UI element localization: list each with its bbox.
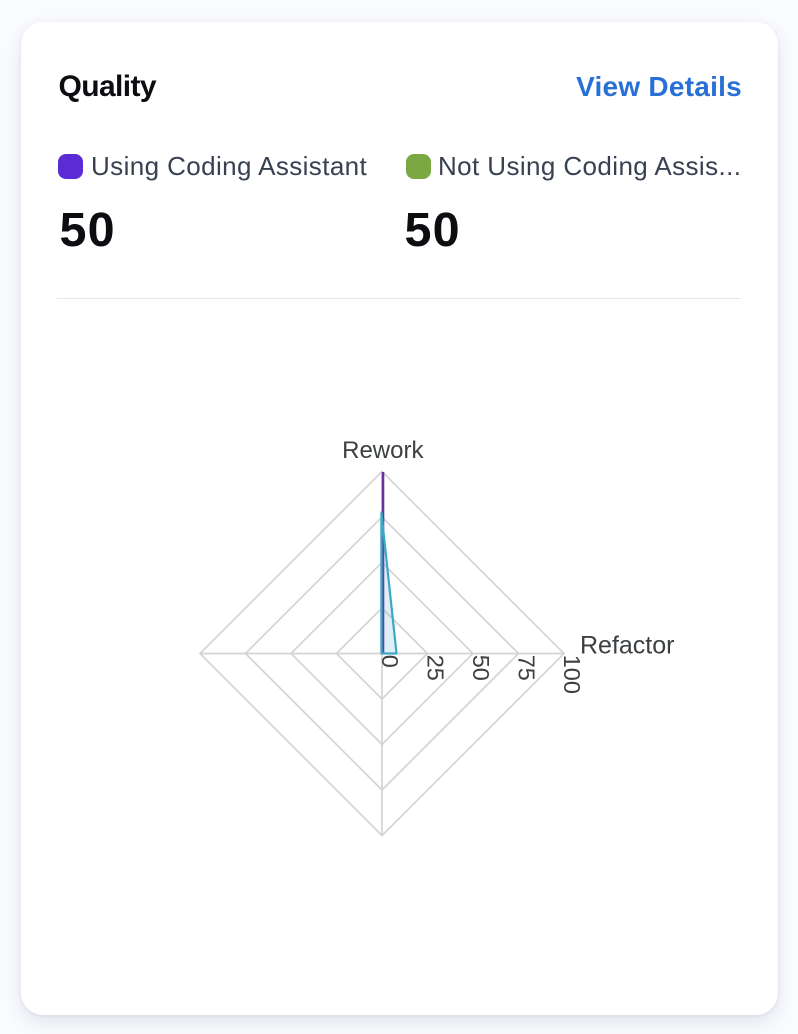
svg-text:Refactor: Refactor (580, 632, 674, 660)
svg-text:100: 100 (559, 655, 585, 694)
svg-text:75: 75 (514, 655, 540, 681)
svg-text:25: 25 (423, 655, 449, 681)
svg-text:0: 0 (377, 655, 403, 668)
svg-text:50: 50 (468, 655, 494, 681)
svg-text:Rework: Rework (342, 437, 424, 464)
